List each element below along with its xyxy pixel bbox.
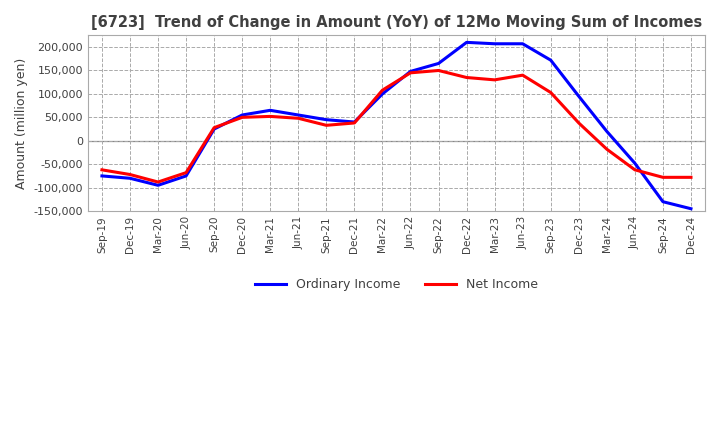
- Net Income: [434, 68, 443, 73]
- Net Income: [238, 115, 246, 120]
- Ordinary Income: [126, 176, 135, 181]
- Ordinary Income: [153, 183, 162, 188]
- Net Income: [490, 77, 499, 82]
- Net Income: [406, 70, 415, 76]
- Net Income: [350, 120, 359, 125]
- Net Income: [98, 167, 107, 172]
- Net Income: [126, 172, 135, 177]
- Net Income: [546, 90, 555, 95]
- Net Income: [462, 75, 471, 80]
- Ordinary Income: [322, 117, 330, 122]
- Y-axis label: Amount (million yen): Amount (million yen): [15, 58, 28, 189]
- Line: Net Income: Net Income: [102, 70, 691, 182]
- Ordinary Income: [575, 94, 583, 99]
- Ordinary Income: [546, 58, 555, 63]
- Net Income: [603, 147, 611, 152]
- Ordinary Income: [181, 173, 190, 179]
- Net Income: [294, 116, 302, 121]
- Ordinary Income: [266, 108, 274, 113]
- Ordinary Income: [518, 41, 527, 46]
- Ordinary Income: [210, 126, 218, 132]
- Net Income: [153, 180, 162, 185]
- Net Income: [378, 88, 387, 93]
- Legend: Ordinary Income, Net Income: Ordinary Income, Net Income: [250, 273, 544, 296]
- Net Income: [518, 73, 527, 78]
- Ordinary Income: [687, 206, 696, 211]
- Net Income: [575, 120, 583, 125]
- Ordinary Income: [659, 199, 667, 204]
- Ordinary Income: [631, 161, 639, 166]
- Ordinary Income: [294, 112, 302, 117]
- Ordinary Income: [603, 129, 611, 134]
- Net Income: [659, 175, 667, 180]
- Net Income: [210, 125, 218, 130]
- Net Income: [266, 114, 274, 119]
- Net Income: [181, 170, 190, 175]
- Ordinary Income: [238, 112, 246, 117]
- Net Income: [631, 167, 639, 172]
- Ordinary Income: [350, 119, 359, 125]
- Ordinary Income: [406, 69, 415, 74]
- Line: Ordinary Income: Ordinary Income: [102, 42, 691, 209]
- Ordinary Income: [98, 173, 107, 179]
- Ordinary Income: [378, 91, 387, 96]
- Ordinary Income: [490, 41, 499, 46]
- Ordinary Income: [462, 40, 471, 45]
- Net Income: [322, 123, 330, 128]
- Net Income: [687, 175, 696, 180]
- Title: [6723]  Trend of Change in Amount (YoY) of 12Mo Moving Sum of Incomes: [6723] Trend of Change in Amount (YoY) o…: [91, 15, 702, 30]
- Ordinary Income: [434, 61, 443, 66]
